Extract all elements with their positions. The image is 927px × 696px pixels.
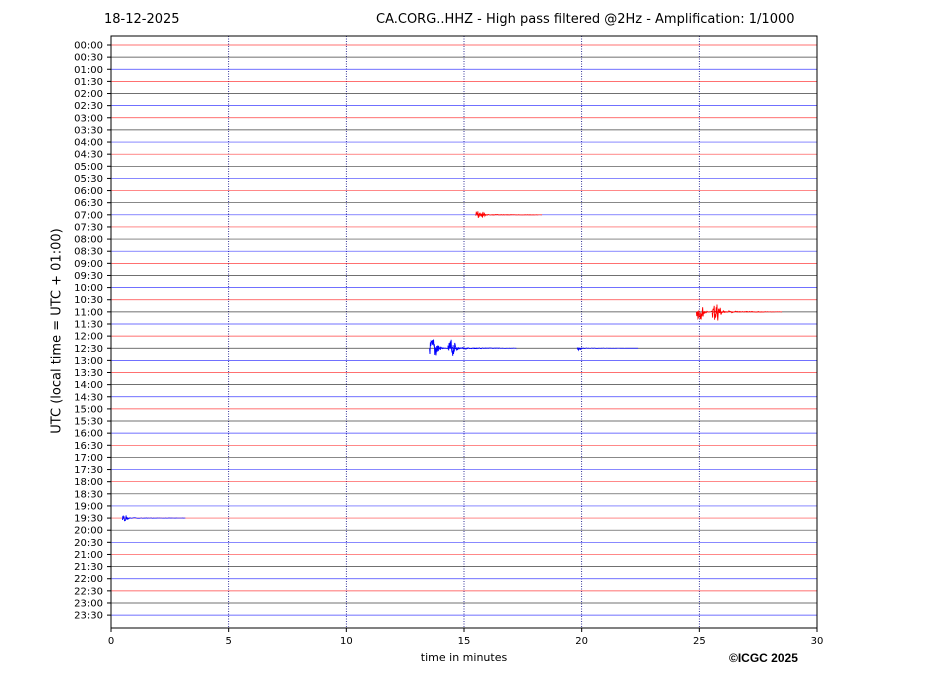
y-tick-label: 01:00 [74,65,103,76]
y-tick-label: 13:00 [74,356,103,367]
x-tick-label: 20 [575,636,588,647]
event-coda [488,214,543,216]
y-tick-label: 15:00 [74,404,103,415]
y-tick-label: 17:30 [74,465,103,476]
y-tick-label: 01:30 [74,77,103,88]
y-tick-label: 08:00 [74,235,103,246]
y-tick-label: 11:30 [74,319,103,330]
y-tick-label: 17:00 [74,453,103,464]
x-axis-label: time in minutes [420,651,508,664]
y-tick-label: 09:30 [74,271,103,282]
y-tick-label: 06:30 [74,198,103,209]
event-coda [462,346,517,350]
y-tick-label: 14:30 [74,392,103,403]
x-tick-label: 0 [108,636,114,647]
seismic-event [480,211,489,218]
seismic-event [711,304,729,321]
y-tick-label: 12:30 [74,344,103,355]
y-tick-label: 19:30 [74,514,103,525]
y-tick-label: 20:30 [74,538,103,549]
y-tick-label: 19:00 [74,501,103,512]
y-tick-label: 05:00 [74,162,103,173]
seismic-event [429,339,447,356]
y-tick-label: 02:00 [74,89,103,100]
seismic-event [122,515,132,522]
y-tick-label: 07:00 [74,210,103,221]
y-tick-label: 13:30 [74,368,103,379]
copyright-label: ©ICGC 2025 [729,651,798,665]
x-tick-label: 15 [458,636,471,647]
y-tick-label: 20:00 [74,526,103,537]
y-tick-label: 21:30 [74,562,103,573]
x-tick-label: 10 [340,636,353,647]
y-tick-label: 09:00 [74,259,103,270]
y-tick-label: 22:30 [74,586,103,597]
y-tick-label: 10:00 [74,283,103,294]
seismic-event [447,339,463,356]
y-tick-label: 14:00 [74,380,103,391]
y-tick-label: 18:30 [74,489,103,500]
y-tick-label: 00:30 [74,53,103,64]
y-tick-label: 12:00 [74,332,103,343]
chart-title: CA.CORG..HHZ - High pass filtered @2Hz -… [376,12,795,27]
y-tick-label: 21:00 [74,550,103,561]
seismic-event [576,347,585,352]
event-coda [131,517,186,519]
y-tick-label: 11:00 [74,307,103,318]
y-tick-label: 22:00 [74,574,103,585]
event-coda [727,310,783,314]
y-tick-label: 10:30 [74,295,103,306]
y-tick-label: 03:30 [74,125,103,136]
y-tick-label: 04:30 [74,150,103,161]
y-tick-label: 00:00 [74,41,103,52]
x-tick-label: 25 [693,636,706,647]
y-tick-label: 15:30 [74,417,103,428]
y-tick-label: 05:30 [74,174,103,185]
y-tick-label: 18:00 [74,477,103,488]
y-tick-label: 03:00 [74,113,103,124]
event-coda [584,347,639,349]
y-tick-label: 23:00 [74,598,103,609]
y-tick-label: 06:00 [74,186,103,197]
y-tick-label: 16:00 [74,429,103,440]
y-tick-label: 23:30 [74,611,103,622]
y-tick-label: 02:30 [74,101,103,112]
y-tick-label: 16:30 [74,441,103,452]
date-label: 18-12-2025 [104,12,180,27]
y-tick-label: 08:30 [74,247,103,258]
x-tick-label: 30 [811,636,824,647]
x-tick-label: 5 [225,636,231,647]
y-tick-label: 07:30 [74,222,103,233]
y-tick-label: 04:00 [74,138,103,149]
seismic-event [695,307,711,321]
